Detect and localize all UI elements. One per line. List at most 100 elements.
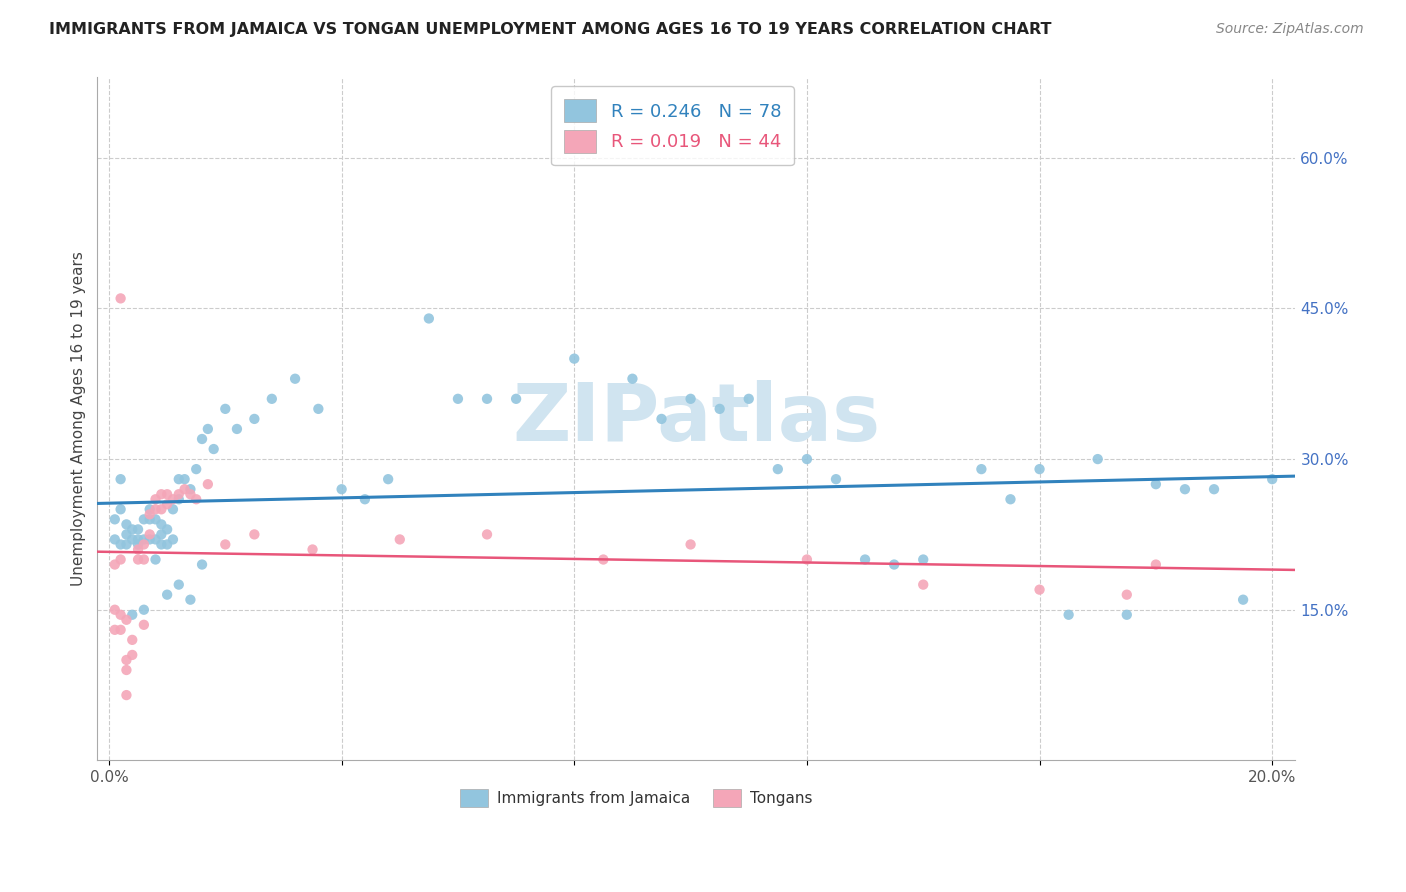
Point [167,577,190,591]
Point [156,522,179,536]
Point [127,537,149,551]
Point [110,623,132,637]
Point [104,603,127,617]
Point [115,663,138,677]
Point [132,603,155,617]
Point [418,311,440,326]
Point [1028,582,1050,597]
Point [179,592,201,607]
Point [127,533,149,547]
Point [104,558,127,572]
Point [156,588,179,602]
Point [127,552,149,566]
Point [167,487,190,501]
Point [145,492,167,507]
Point [150,502,173,516]
Point [202,442,225,456]
Point [621,372,644,386]
Point [162,492,184,507]
Point [1144,477,1167,491]
Point [121,522,143,536]
Point [138,512,160,526]
Point [1144,558,1167,572]
Point [179,482,201,496]
Point [167,472,190,486]
Point [475,527,498,541]
Point [162,502,184,516]
Point [883,558,905,572]
Point [110,502,132,516]
Point [1261,472,1284,486]
Point [127,542,149,557]
Point [912,552,935,566]
Point [214,401,236,416]
Point [214,537,236,551]
Point [132,533,155,547]
Point [156,537,179,551]
Point [243,412,266,426]
Point [138,533,160,547]
Point [104,623,127,637]
Point [301,542,323,557]
Point [197,477,219,491]
Point [1174,482,1197,496]
Point [1028,462,1050,476]
Point [115,517,138,532]
Point [145,552,167,566]
Text: ZIPatlas: ZIPatlas [512,380,880,458]
Point [1000,492,1022,507]
Point [284,372,307,386]
Point [110,292,132,306]
Point [121,632,143,647]
Point [132,537,155,551]
Point [150,517,173,532]
Point [1115,607,1137,622]
Point [243,527,266,541]
Point [132,617,155,632]
Point [1232,592,1254,607]
Point [110,537,132,551]
Point [260,392,283,406]
Point [679,537,702,551]
Point [796,552,818,566]
Point [150,487,173,501]
Point [138,502,160,516]
Point [191,558,214,572]
Point [1087,452,1109,467]
Point [173,472,195,486]
Point [679,392,702,406]
Point [825,472,848,486]
Point [121,533,143,547]
Point [110,552,132,566]
Point [104,533,127,547]
Point [145,502,167,516]
Point [132,512,155,526]
Point [197,422,219,436]
Point [354,492,377,507]
Point [766,462,789,476]
Text: Source: ZipAtlas.com: Source: ZipAtlas.com [1216,22,1364,37]
Point [505,392,527,406]
Point [150,537,173,551]
Point [186,462,208,476]
Point [377,472,399,486]
Point [173,482,195,496]
Point [970,462,993,476]
Point [138,527,160,541]
Point [132,552,155,566]
Point [115,537,138,551]
Point [475,392,498,406]
Point [121,607,143,622]
Point [110,607,132,622]
Point [115,527,138,541]
Point [307,401,329,416]
Point [104,512,127,526]
Legend: Immigrants from Jamaica, Tongans: Immigrants from Jamaica, Tongans [453,781,820,814]
Point [592,552,614,566]
Point [738,392,761,406]
Point [110,472,132,486]
Point [156,487,179,501]
Y-axis label: Unemployment Among Ages 16 to 19 years: Unemployment Among Ages 16 to 19 years [72,252,86,586]
Point [115,613,138,627]
Point [115,653,138,667]
